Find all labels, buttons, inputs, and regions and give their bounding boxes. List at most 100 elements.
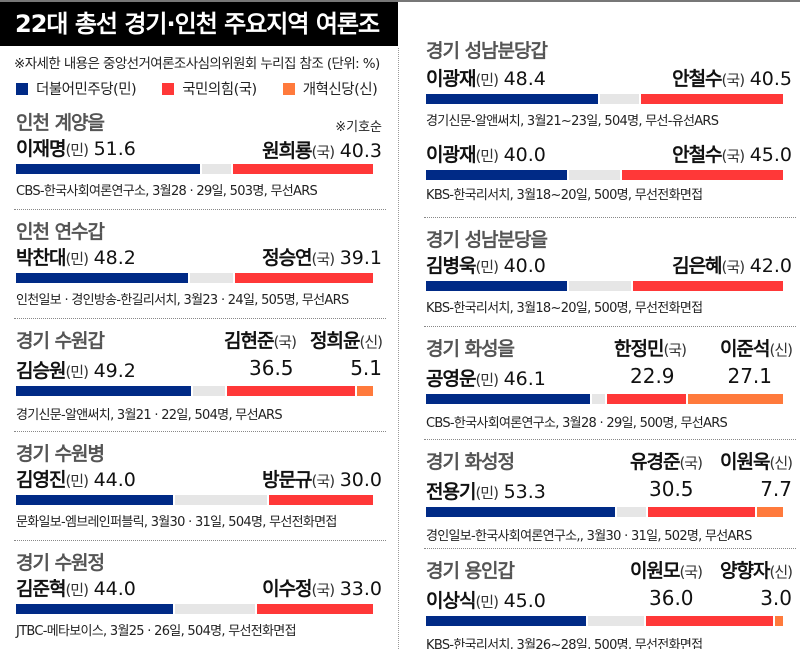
square-icon (16, 82, 28, 95)
result-bar (16, 495, 373, 505)
candidate-rf-value: 7.7 (760, 477, 792, 501)
bar-ppp (269, 495, 373, 505)
candidate-ppp-value: 36.5 (249, 356, 294, 380)
bar-undecided (617, 507, 646, 517)
candidate-rf-name: 이원욱(신) (720, 451, 793, 473)
bar-undecided (588, 616, 644, 626)
poll-card: 이광재(민) 40.0 안철수(국) 45.0 KBS-한국리서치, 3월18~… (424, 136, 796, 208)
bar-ppp (607, 394, 686, 404)
district-name: 경기 성남분당을 (426, 229, 548, 251)
district-name: 인천 연수갑 (16, 221, 105, 243)
candidate-dem: 전용기(민) 53.3 (426, 481, 546, 503)
candidate-dem: 김병욱(민) 40.0 (426, 255, 546, 277)
result-bar (16, 604, 373, 614)
district-name: 경기 수원갑 (16, 330, 105, 352)
poll-source: CBS-한국사회여론연구소, 3월28 · 29일, 503명, 무선ARS (16, 184, 318, 199)
result-bar (16, 164, 373, 174)
result-bar (16, 386, 373, 396)
bar-rf (688, 394, 783, 404)
district-name: 인천 계양을 (16, 112, 105, 134)
legend-label: 더불어민주당(민) (36, 82, 137, 98)
bar-undecided (600, 94, 639, 104)
poll-card: 경기 수원정 김준혁(민) 44.0 이수정(국) 33.0 JTBC-메타보이… (14, 540, 386, 649)
poll-card: 경기 성남분당을 김병욱(민) 40.0 김은혜(국) 42.0 KBS-한국리… (424, 217, 796, 326)
candidate-rf-name: 정희윤(신) (310, 330, 383, 352)
bar-ppp (646, 616, 773, 626)
candidate-ppp: 원희룡(국) 40.3 (262, 140, 382, 162)
bar-ppp (235, 273, 373, 283)
candidate-dem: 이광재(민) 40.0 (426, 144, 546, 166)
poll-source: 경기신문-알앤써치, 3월21 · 22일, 504명, 무선ARS (16, 408, 283, 423)
bar-dem (426, 616, 586, 626)
bar-ppp (648, 507, 755, 517)
bar-ppp (233, 164, 373, 174)
square-icon (282, 82, 295, 95)
legend-label: 개혁신당(신) (302, 82, 378, 98)
candidate-rf-value: 27.1 (727, 364, 772, 388)
bar-dem (16, 273, 188, 283)
bar-dem (426, 94, 598, 104)
candidate-dem: 김준혁(민) 44.0 (16, 578, 136, 600)
candidate-dem: 김영진(민) 44.0 (16, 469, 136, 491)
poll-card: 경기 화성정 전용기(민) 53.3 유경준(국) 30.5 이원욱(신) 7.… (424, 439, 796, 548)
poll-source: KBS-한국리서치, 3월26~28일, 500명, 무선전화면접 (426, 638, 703, 649)
candidate-ppp: 김은혜(국) 42.0 (672, 255, 792, 277)
poll-source: CBS-한국사회여론연구소, 3월28 · 29일, 500명, 무선ARS (426, 416, 728, 431)
bar-ppp (641, 94, 783, 104)
bar-dem (16, 604, 173, 614)
candidate-ppp-name: 이원모(국) (630, 560, 703, 582)
column-divider (398, 48, 399, 649)
bar-dem (16, 495, 173, 505)
poll-card: 경기 화성을 공영운(민) 46.1 한정민(국) 22.9 이준석(신) 27… (424, 326, 796, 435)
candidate-ppp: 안철수(국) 45.0 (672, 144, 792, 166)
poll-card: 경기 성남분당갑 이광재(민) 48.4 안철수(국) 40.5 경기신문-알앤… (424, 24, 796, 129)
candidate-ppp-value: 30.5 (649, 477, 694, 501)
district-name: 경기 용인갑 (426, 560, 515, 582)
bar-rf (757, 507, 783, 517)
poll-source: KBS-한국리서치, 3월18~20일, 500명, 무선전화면접 (426, 188, 703, 203)
legend-item-ppp: 국민의힘(국) (162, 78, 257, 99)
result-bar (426, 507, 783, 517)
bar-ppp (227, 386, 355, 396)
bar-undecided (190, 273, 233, 283)
bar-dem (16, 386, 191, 396)
bar-dem (426, 507, 615, 517)
candidate-ppp: 이수정(국) 33.0 (262, 578, 382, 600)
bar-ppp (257, 604, 373, 614)
poll-source: JTBC-메타보이스, 3월25 · 26일, 504명, 무선전화면접 (16, 624, 297, 639)
candidate-ppp: 정승연(국) 39.1 (262, 247, 382, 269)
poll-source: KBS-한국리서치, 3월18~20일, 500명, 무선전화면접 (426, 301, 703, 316)
bar-undecided (193, 386, 225, 396)
bar-undecided (592, 394, 605, 404)
bar-undecided (569, 281, 631, 291)
chart-title: 22대 총선 경기·인천 주요지역 여론조사 (0, 2, 398, 82)
bar-undecided (175, 495, 267, 505)
result-bar (16, 273, 373, 283)
candidate-rf-name: 양향자(신) (720, 560, 793, 582)
legend-item-rf: 개혁신당(신) (282, 78, 378, 99)
poll-card: 경기 수원병 김영진(민) 44.0 방문규(국) 30.0 문화일보-엠브레인… (14, 431, 386, 540)
poll-card: 경기 용인갑 이상식(민) 45.0 이원모(국) 36.0 양향자(신) 3.… (424, 548, 796, 649)
legend-label: 국민의힘(국) (182, 82, 257, 98)
candidate-dem: 공영운(민) 46.1 (426, 368, 546, 390)
district-name: 경기 수원정 (16, 552, 105, 574)
candidate-ppp-name: 김현준(국) (224, 330, 297, 352)
candidate-ppp: 방문규(국) 30.0 (262, 469, 382, 491)
bar-undecided (569, 170, 620, 180)
candidate-rf-value: 5.1 (350, 356, 382, 380)
district-name: 경기 화성정 (426, 451, 515, 473)
candidate-ppp-value: 36.0 (649, 586, 694, 610)
result-bar (426, 394, 783, 404)
bar-rf (357, 386, 373, 396)
bar-undecided (175, 604, 255, 614)
bar-rf (775, 616, 783, 626)
candidate-rf-name: 이준석(신) (720, 338, 793, 360)
bar-dem (426, 394, 590, 404)
candidate-ppp-name: 유경준(국) (630, 451, 703, 473)
candidate-ppp-value: 22.9 (630, 364, 675, 388)
bar-dem (426, 170, 567, 180)
bar-dem (16, 164, 200, 174)
candidate-ppp-name: 한정민(국) (614, 338, 687, 360)
bar-dem (426, 281, 567, 291)
